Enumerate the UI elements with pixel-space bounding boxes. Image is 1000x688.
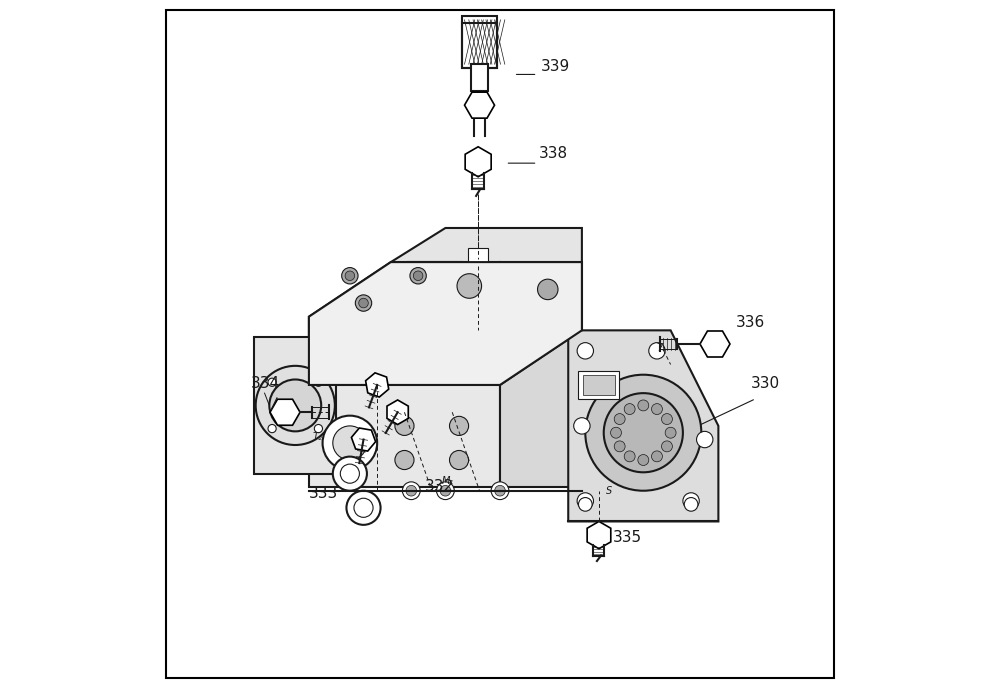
Polygon shape — [309, 262, 582, 385]
Circle shape — [538, 279, 558, 300]
Polygon shape — [270, 399, 300, 425]
Bar — [500, 269, 555, 316]
Circle shape — [624, 404, 635, 415]
Circle shape — [614, 413, 625, 424]
Circle shape — [683, 493, 699, 509]
Text: 334: 334 — [251, 376, 280, 391]
Bar — [578, 372, 619, 398]
Circle shape — [684, 497, 698, 511]
Text: 339: 339 — [541, 59, 570, 74]
Circle shape — [314, 378, 323, 387]
Circle shape — [395, 416, 414, 436]
Circle shape — [437, 482, 454, 499]
Circle shape — [342, 268, 358, 284]
Polygon shape — [465, 147, 491, 177]
Polygon shape — [387, 400, 408, 424]
Circle shape — [614, 441, 625, 452]
Text: 332: 332 — [425, 479, 454, 494]
Circle shape — [346, 491, 381, 525]
FancyBboxPatch shape — [462, 23, 497, 67]
Circle shape — [649, 343, 665, 359]
Polygon shape — [587, 522, 611, 549]
Circle shape — [457, 274, 482, 299]
Circle shape — [697, 431, 713, 448]
Text: 330: 330 — [751, 376, 780, 391]
FancyBboxPatch shape — [254, 337, 336, 473]
Text: 338: 338 — [539, 146, 568, 161]
Circle shape — [652, 451, 662, 462]
Circle shape — [268, 378, 276, 387]
Bar — [462, 17, 497, 67]
Polygon shape — [500, 330, 582, 487]
Circle shape — [661, 413, 672, 424]
Circle shape — [638, 400, 649, 411]
Polygon shape — [309, 385, 500, 487]
Circle shape — [395, 451, 414, 470]
Circle shape — [354, 498, 373, 517]
Circle shape — [340, 464, 359, 483]
Circle shape — [314, 424, 323, 433]
Circle shape — [495, 486, 505, 496]
Text: M₁: M₁ — [442, 476, 454, 486]
Circle shape — [406, 486, 417, 496]
Circle shape — [333, 457, 367, 491]
Circle shape — [402, 482, 420, 499]
Polygon shape — [309, 262, 582, 385]
Polygon shape — [351, 428, 376, 451]
Polygon shape — [568, 330, 718, 522]
Circle shape — [333, 426, 367, 460]
Circle shape — [359, 299, 368, 308]
Text: T₂: T₂ — [312, 431, 322, 442]
Circle shape — [323, 416, 377, 471]
Polygon shape — [700, 331, 730, 357]
Bar — [468, 248, 488, 266]
Bar — [418, 266, 452, 327]
Circle shape — [578, 497, 592, 511]
Text: 335: 335 — [613, 530, 642, 545]
Circle shape — [410, 268, 426, 284]
Circle shape — [413, 271, 423, 281]
Polygon shape — [391, 262, 500, 330]
Circle shape — [652, 404, 662, 415]
Circle shape — [440, 486, 451, 496]
Polygon shape — [391, 228, 582, 262]
Circle shape — [574, 418, 590, 434]
Circle shape — [577, 493, 593, 509]
Text: 336: 336 — [735, 315, 765, 330]
Circle shape — [269, 380, 321, 431]
Circle shape — [345, 271, 355, 281]
Circle shape — [491, 482, 509, 499]
Circle shape — [638, 455, 649, 466]
Circle shape — [256, 366, 335, 445]
Bar — [471, 64, 488, 92]
Bar — [583, 375, 615, 395]
Circle shape — [604, 393, 683, 472]
Circle shape — [355, 295, 372, 311]
Circle shape — [665, 427, 676, 438]
Circle shape — [268, 424, 276, 433]
Text: S: S — [606, 486, 612, 496]
Circle shape — [449, 416, 469, 436]
Circle shape — [577, 343, 593, 359]
Circle shape — [661, 441, 672, 452]
Text: 333: 333 — [309, 486, 338, 501]
Circle shape — [449, 451, 469, 470]
Polygon shape — [366, 373, 389, 397]
Text: T₁: T₁ — [657, 343, 667, 353]
Circle shape — [624, 451, 635, 462]
Circle shape — [611, 427, 621, 438]
Circle shape — [585, 375, 701, 491]
Bar — [408, 262, 462, 330]
Polygon shape — [500, 262, 582, 330]
Polygon shape — [465, 92, 495, 118]
